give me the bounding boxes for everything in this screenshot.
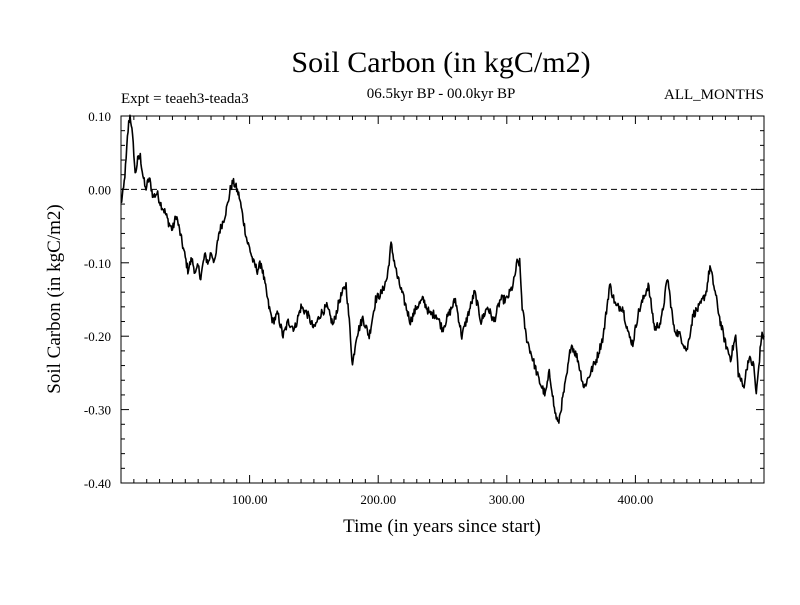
y-tick-label: -0.20 bbox=[84, 329, 111, 344]
y-tick-label: -0.40 bbox=[84, 476, 111, 491]
series-line-soil-carbon bbox=[120, 114, 765, 424]
y-tick-label: 0.10 bbox=[88, 109, 111, 124]
experiment-label: Expt = teaeh3-teada3 bbox=[121, 91, 249, 107]
x-tick-label: 200.00 bbox=[360, 492, 396, 507]
plot-frame bbox=[120, 115, 765, 484]
y-tick-label: -0.30 bbox=[84, 403, 111, 418]
x-tick-label: 400.00 bbox=[618, 492, 654, 507]
x-tick-label: 100.00 bbox=[232, 492, 268, 507]
chart-subtitle: 06.5kyr BP - 00.0kyr BP bbox=[367, 86, 516, 102]
x-axis-label: Time (in years since start) bbox=[343, 516, 541, 537]
y-tick-label: 0.00 bbox=[88, 182, 111, 197]
x-tick-label: 300.00 bbox=[489, 492, 525, 507]
plot-area: 100.00 200.00 300.00 400.00 0.10 0.00 -0.10 -0.… bbox=[84, 109, 765, 507]
period-label: ALL_MONTHS bbox=[664, 87, 764, 103]
chart-title: Soil Carbon (in kgC/m2) bbox=[291, 46, 590, 79]
y-axis-label: Soil Carbon (in kgC/m2) bbox=[44, 204, 65, 393]
y-tick-label: -0.10 bbox=[84, 256, 111, 271]
